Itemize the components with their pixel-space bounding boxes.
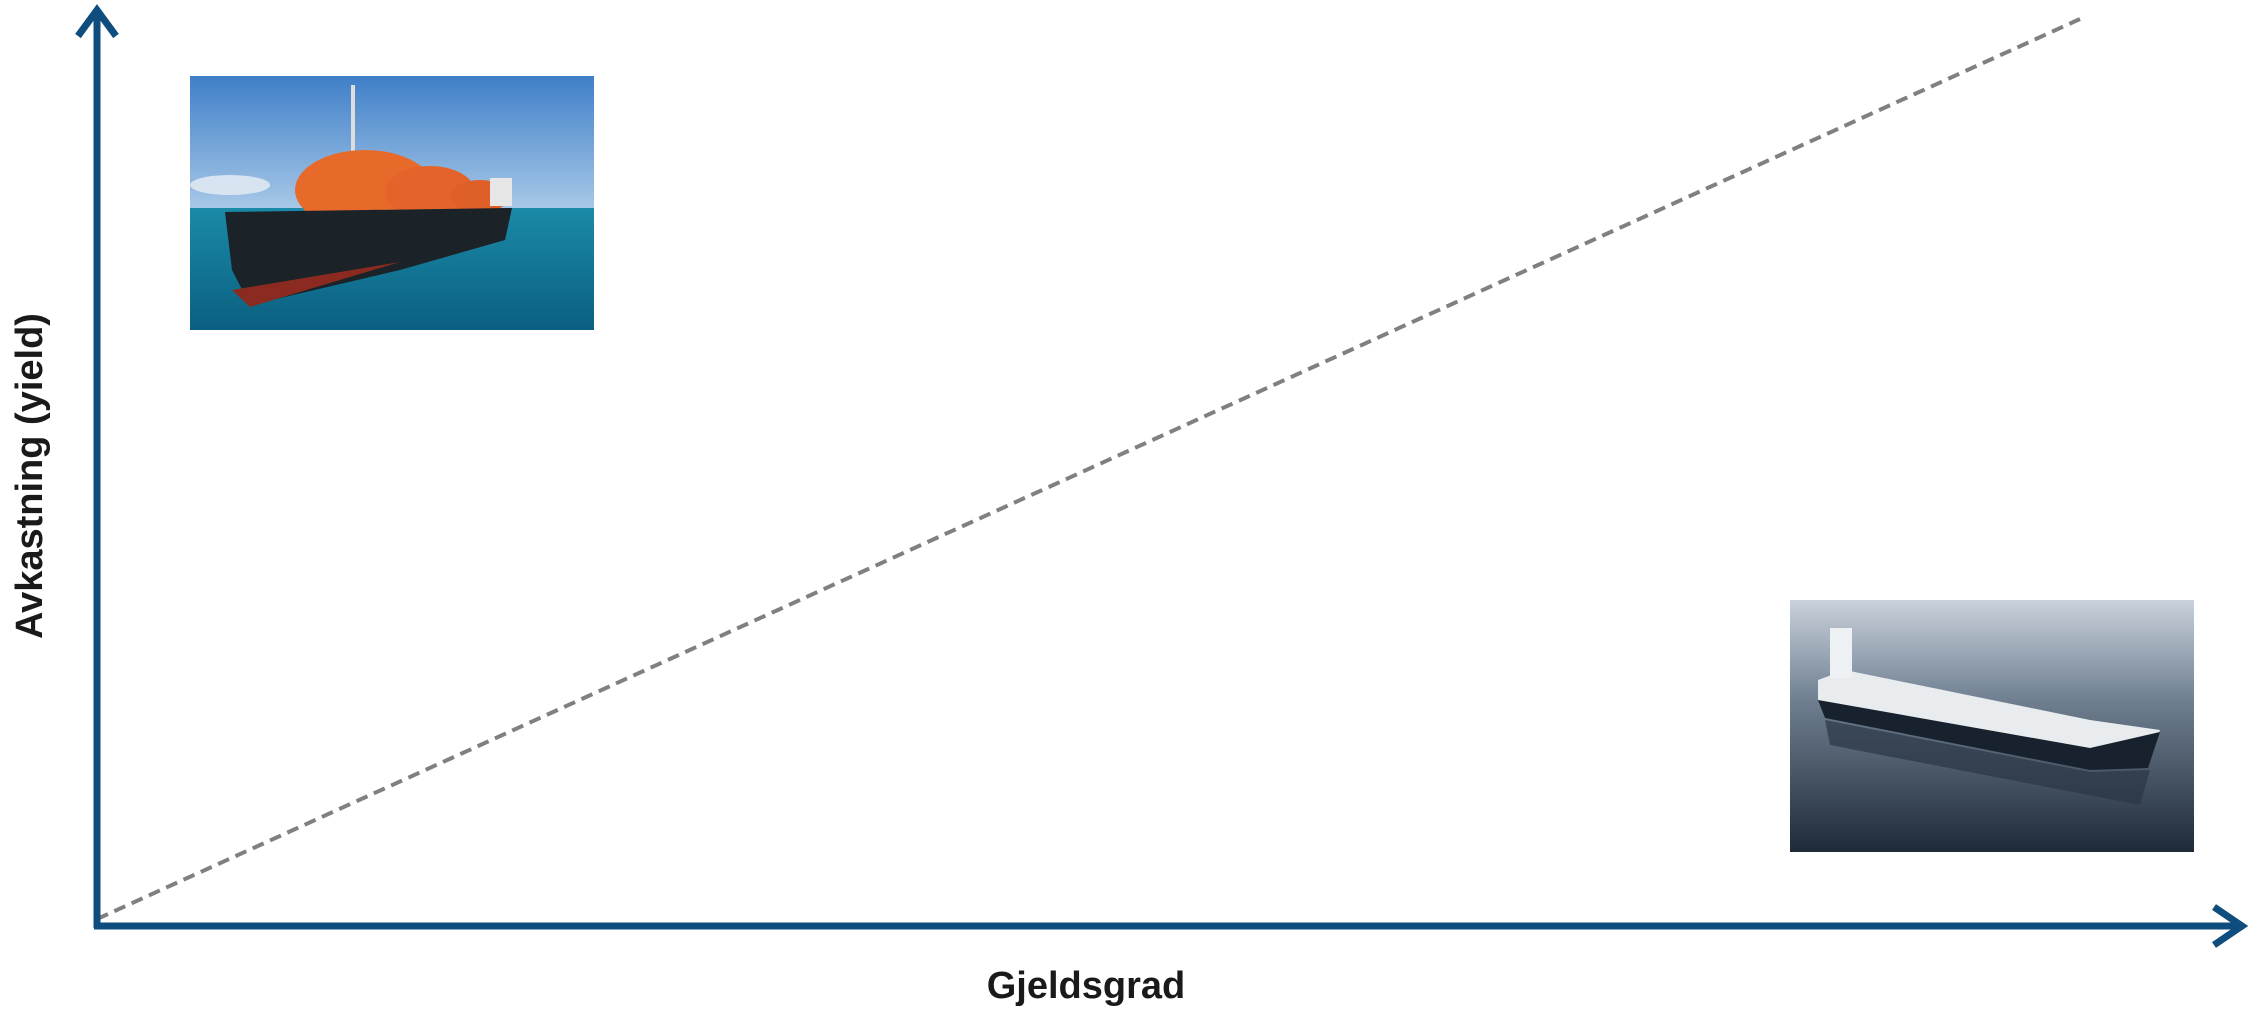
x-axis-arrow xyxy=(2212,904,2249,948)
y-axis-arrow xyxy=(75,4,119,39)
y-axis-label: Avkastning (yield) xyxy=(9,313,51,639)
ship-photo xyxy=(1790,600,2194,852)
x-axis-label: Gjeldsgrad xyxy=(987,965,1186,1007)
diagonal-line xyxy=(96,17,2081,921)
ship-photo xyxy=(190,76,594,330)
